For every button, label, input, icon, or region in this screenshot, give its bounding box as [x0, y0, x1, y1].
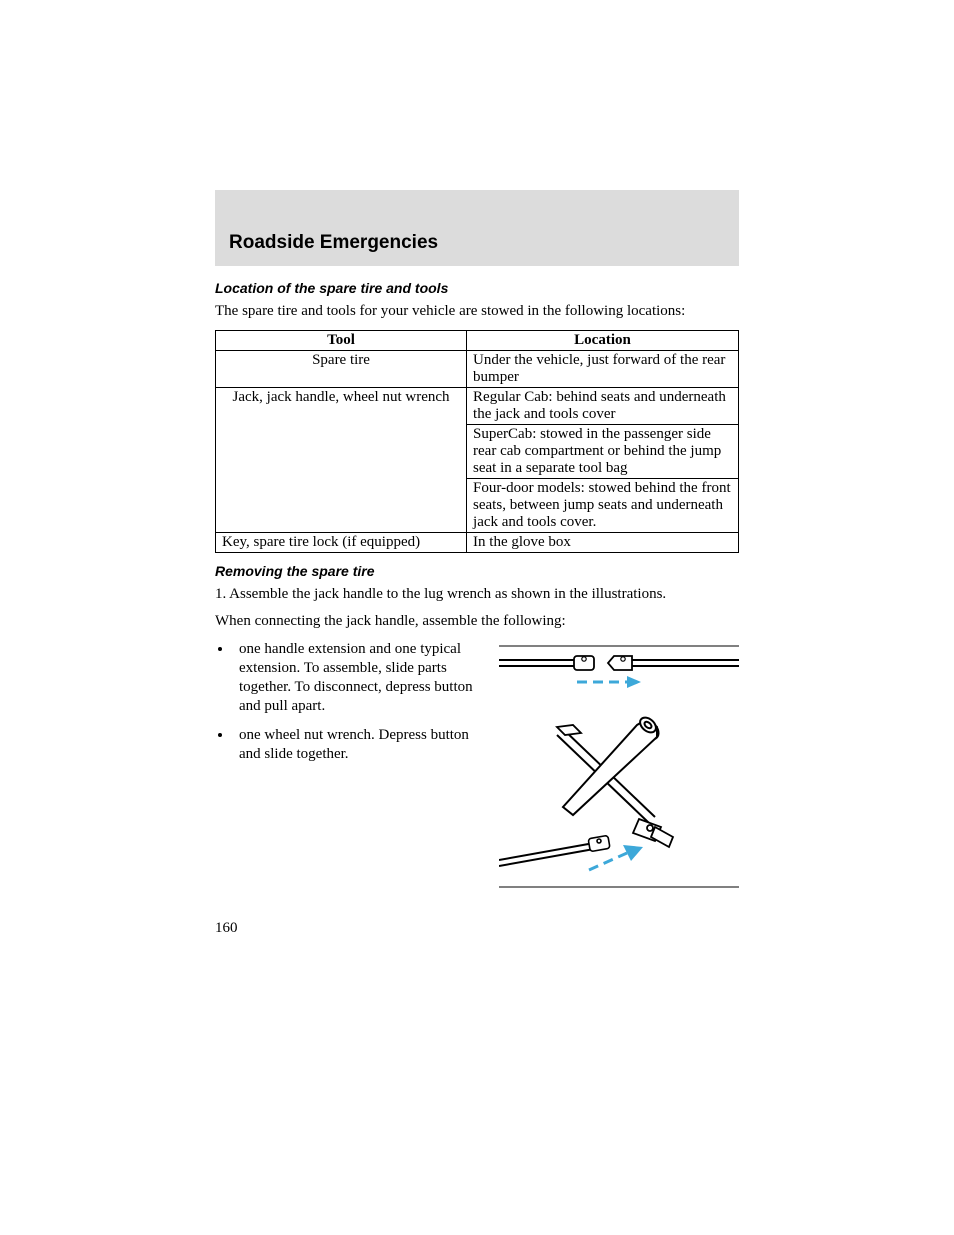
wheel-nut-wrench-illustration: [499, 715, 739, 890]
section-heading-location: Location of the spare tire and tools: [215, 280, 739, 296]
list-item: one wheel nut wrench. Depress button and…: [233, 726, 485, 764]
table-cell: Spare tire: [216, 350, 467, 387]
table-header-tool: Tool: [216, 330, 467, 350]
chapter-title: Roadside Emergencies: [229, 232, 739, 254]
table-cell: Regular Cab: behind seats and underneath…: [467, 387, 739, 424]
list-item: one handle extension and one typical ext…: [233, 640, 485, 717]
table-row: Jack, jack handle, wheel nut wrench Regu…: [216, 387, 739, 424]
bullet-list: one handle extension and one typical ext…: [215, 640, 485, 765]
step-text: 1. Assemble the jack handle to the lug w…: [215, 585, 739, 605]
table-cell: SuperCab: stowed in the passenger side r…: [467, 424, 739, 478]
section-heading-removing: Removing the spare tire: [215, 563, 739, 579]
intro-text: The spare tire and tools for your vehicl…: [215, 302, 739, 322]
tool-location-table: Tool Location Spare tire Under the vehic…: [215, 330, 739, 553]
table-cell: In the glove box: [467, 532, 739, 552]
page-number: 160: [215, 920, 739, 937]
table-row: Key, spare tire lock (if equipped) In th…: [216, 532, 739, 552]
table-cell: Four-door models: stowed behind the fron…: [467, 478, 739, 532]
table-cell: Key, spare tire lock (if equipped): [216, 532, 467, 552]
table-row: Spare tire Under the vehicle, just forwa…: [216, 350, 739, 387]
table-header-location: Location: [467, 330, 739, 350]
jack-handle-extension-illustration: [499, 640, 739, 690]
table-cell: Jack, jack handle, wheel nut wrench: [216, 387, 467, 532]
intro-text-2: When connecting the jack handle, assembl…: [215, 612, 739, 632]
chapter-header: Roadside Emergencies: [215, 190, 739, 266]
table-cell: Under the vehicle, just forward of the r…: [467, 350, 739, 387]
